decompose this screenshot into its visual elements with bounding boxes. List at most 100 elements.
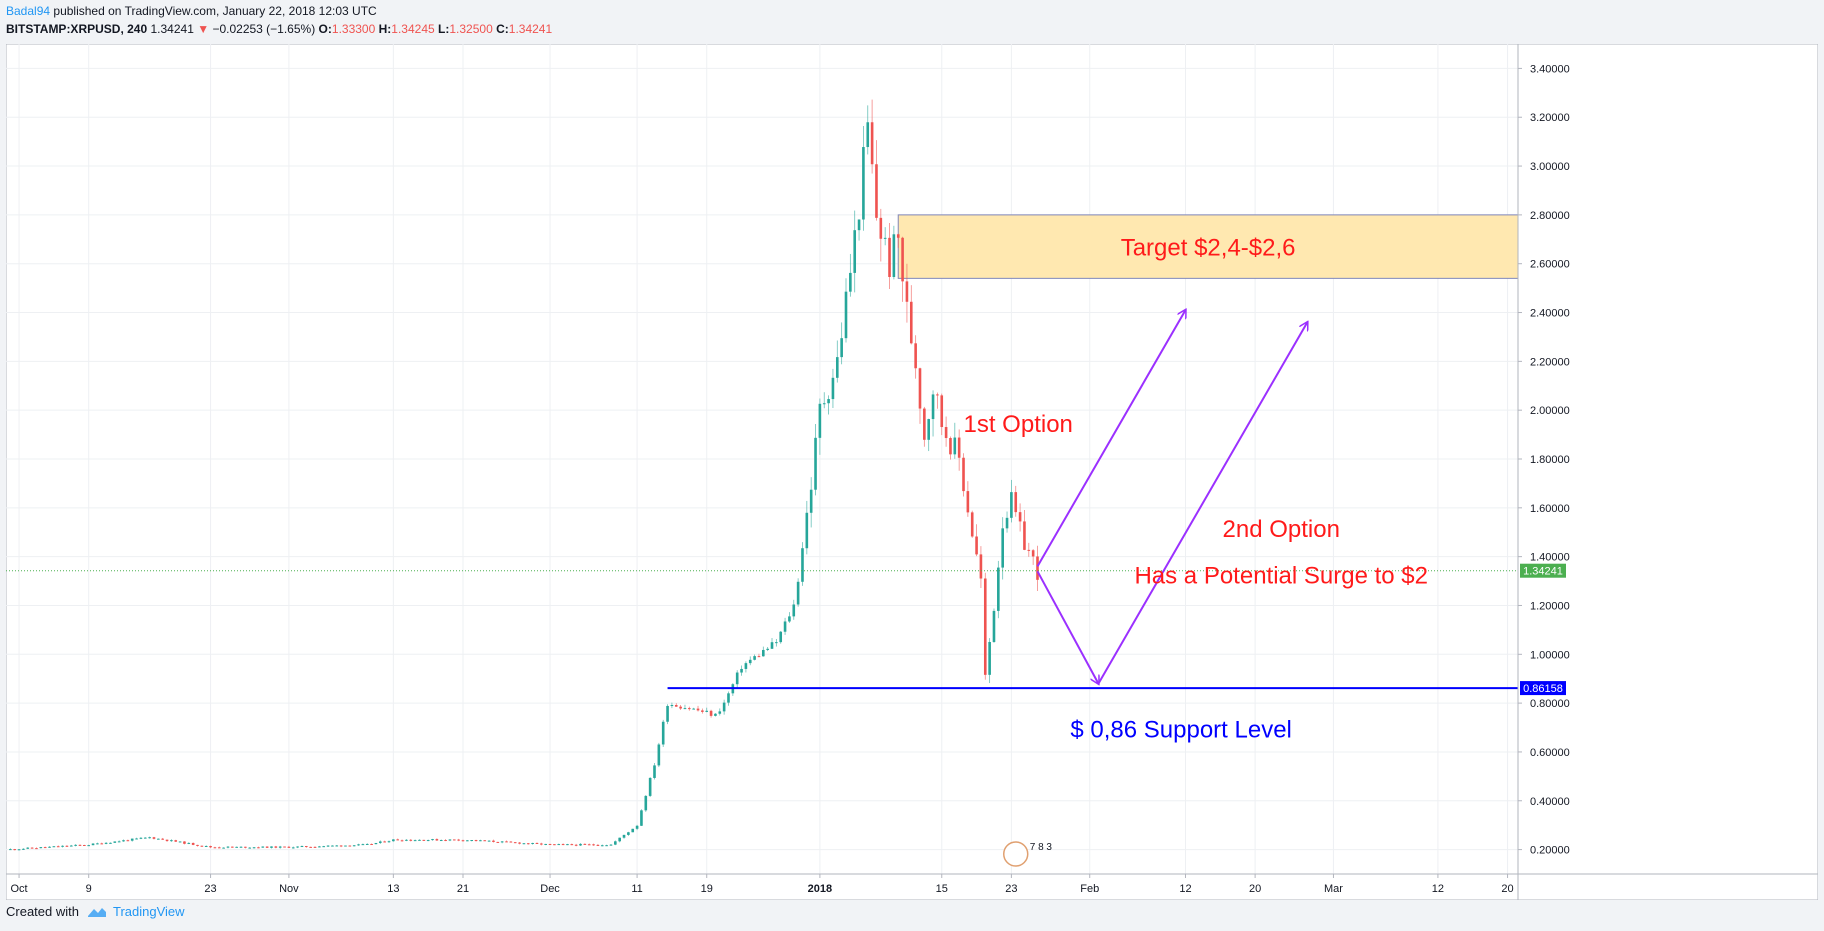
candle-body — [56, 846, 60, 848]
y-tick-label: 2.20000 — [1530, 356, 1570, 368]
candle-body — [387, 841, 391, 843]
candle-body — [705, 710, 709, 712]
candle-body — [561, 844, 565, 846]
candle-body — [331, 845, 334, 847]
x-tick-label: Feb — [1080, 883, 1099, 895]
candle-body — [544, 843, 547, 845]
candle-body — [318, 846, 321, 848]
candle-body — [892, 234, 896, 277]
candle-body — [48, 846, 51, 848]
x-tick-label: 23 — [204, 883, 216, 895]
candle-body — [683, 708, 687, 710]
candle-body — [674, 705, 678, 707]
publish-info: Badal94 published on TradingView.com, Ja… — [6, 4, 377, 18]
candle-body — [622, 834, 626, 838]
candle-body — [9, 849, 12, 851]
candle-body — [648, 777, 652, 796]
candle-body — [335, 845, 339, 847]
candle-body — [252, 847, 256, 849]
y-tick-label: 0.20000 — [1530, 845, 1570, 857]
price-chart[interactable]: 0.20000 0.40000 0.60000 0.80000 1.00000 1.200… — [6, 44, 1818, 900]
y-tick-label: 1.20000 — [1530, 600, 1570, 612]
candle-body — [866, 122, 870, 148]
option2-arrow-up — [1097, 322, 1307, 685]
candle-body — [901, 237, 904, 282]
candle-body — [283, 846, 286, 848]
candle-body — [30, 847, 34, 849]
candle-body — [487, 840, 491, 842]
candle-body — [896, 234, 900, 238]
candle-body — [940, 395, 944, 428]
candle-body — [966, 491, 970, 513]
candle-body — [579, 843, 582, 846]
candle-body — [1001, 528, 1004, 568]
candle-body — [953, 437, 957, 455]
candle-body — [239, 846, 243, 848]
candle-body — [766, 648, 769, 650]
author-link[interactable]: Badal94 — [6, 4, 51, 18]
x-tick-label: Mar — [1324, 883, 1343, 895]
candle-body — [770, 642, 774, 649]
candle-body — [287, 846, 291, 848]
candle-body — [448, 839, 452, 841]
tradingview-link[interactable]: TradingView — [112, 904, 185, 919]
low-value: 1.32500 — [449, 22, 493, 36]
x-tick-label: 19 — [701, 883, 713, 895]
candle-body — [635, 825, 639, 829]
candle-body — [679, 706, 682, 709]
candle-body — [566, 844, 569, 846]
x-tick-label: 20 — [1249, 883, 1261, 895]
overlay-lines — [6, 570, 1518, 690]
candle-body — [61, 845, 64, 847]
candle-body — [444, 840, 447, 842]
candle-body — [1031, 550, 1035, 557]
candle-body — [627, 832, 630, 835]
candle-body — [457, 839, 460, 841]
y-tick-label: 2.40000 — [1530, 308, 1570, 320]
candle-body — [714, 713, 717, 716]
support-label: $ 0,86 Support Level — [1070, 716, 1292, 743]
candle-body — [609, 844, 613, 846]
candle-body — [1014, 492, 1018, 513]
candle-body — [653, 765, 656, 778]
candle-body — [248, 847, 252, 849]
candle-body — [531, 842, 534, 844]
tradingview-logo-icon — [87, 907, 106, 917]
candle-body — [135, 838, 138, 840]
symbol-line: BITSTAMP:XRPUSD, 240 1.34241 ▼ −0.02253 … — [6, 22, 552, 36]
footer: Created with TradingView — [6, 904, 185, 919]
candle-body — [352, 845, 356, 847]
candle-body — [587, 844, 591, 846]
candle-body — [500, 841, 504, 843]
candle-body — [257, 847, 260, 849]
candle-body — [583, 843, 587, 845]
candle-body — [100, 843, 104, 845]
candle-body — [396, 839, 400, 841]
candle-body — [435, 839, 439, 841]
candle-body — [522, 843, 526, 845]
candle-body — [988, 641, 991, 675]
y-tick-label: 1.40000 — [1530, 552, 1570, 564]
candle-body — [809, 489, 813, 513]
candle-body — [914, 343, 917, 369]
candle-body — [217, 847, 221, 849]
candle-body — [413, 840, 417, 842]
candle-body — [183, 841, 186, 844]
candle-body — [1023, 521, 1026, 550]
candle-body — [326, 845, 330, 847]
option1-label: 1st Option — [964, 411, 1073, 438]
candle-body — [300, 846, 304, 848]
option2-arrow-down — [1036, 570, 1099, 683]
high-label: H: — [378, 22, 392, 36]
candle-body — [309, 846, 312, 848]
candle-body — [109, 842, 112, 844]
candle-body — [744, 663, 748, 669]
candle-body — [1027, 549, 1031, 551]
option2-label: 2nd Option — [1223, 516, 1340, 543]
symbol-name: BITSTAMP:XRPUSD, 240 — [6, 22, 148, 36]
candle-body — [83, 844, 86, 846]
candle-body — [322, 846, 326, 848]
down-arrow-icon: ▼ — [197, 22, 210, 36]
candle-body — [17, 849, 21, 851]
grid — [6, 44, 1518, 874]
